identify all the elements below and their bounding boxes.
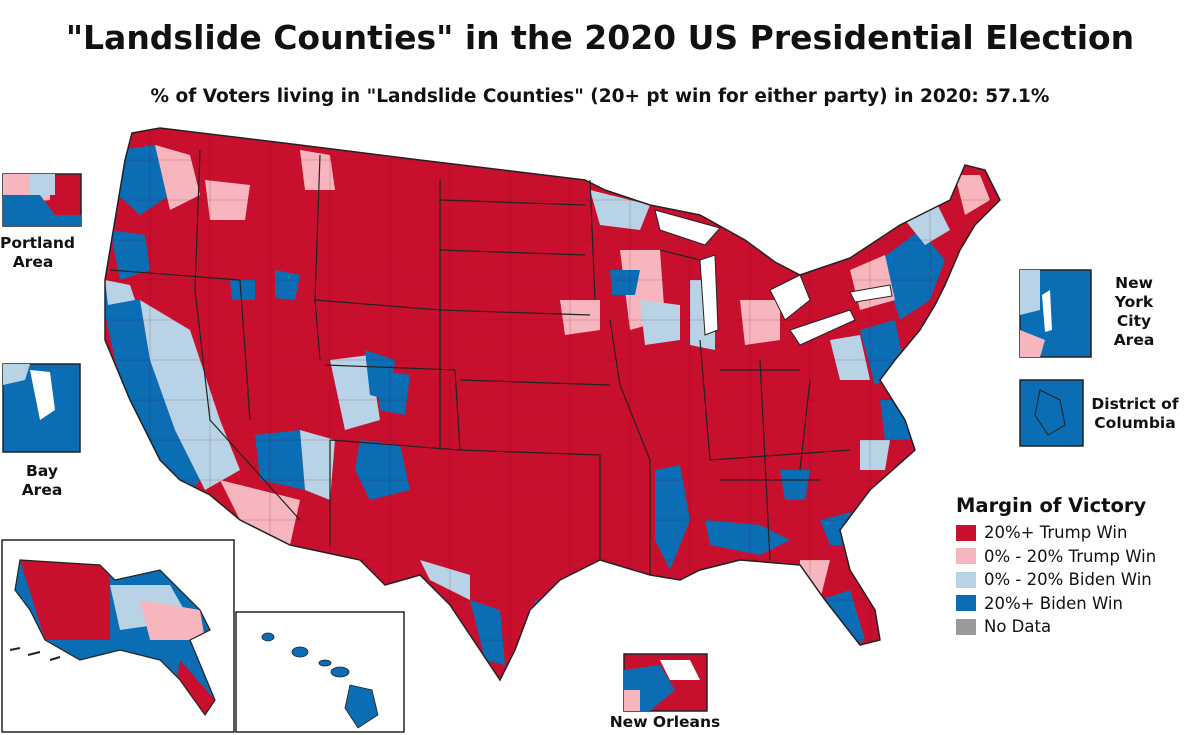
- legend-swatch: [956, 571, 976, 588]
- us-outline: [104, 127, 1001, 682]
- legend-swatch: [956, 595, 976, 612]
- legend-item: No Data: [956, 615, 1156, 639]
- legend-item: 0% - 20% Trump Win: [956, 545, 1156, 569]
- legend-swatch: [956, 618, 976, 635]
- lake-ontario: [849, 284, 893, 303]
- lake-michigan: [699, 254, 719, 336]
- legend-item: 20%+ Trump Win: [956, 521, 1156, 545]
- map-subtitle: % of Voters living in "Landslide Countie…: [150, 86, 1050, 107]
- nyc-label-text: New York City Area: [1113, 274, 1155, 349]
- legend-label: 0% - 20% Trump Win: [984, 546, 1157, 566]
- bay-area-label-text: Bay Area: [21, 462, 63, 499]
- hawaii-inset-frame: [235, 611, 405, 733]
- legend: Margin of Victory 20%+ Trump Win 0% - 20%…: [956, 494, 1156, 639]
- legend-title: Margin of Victory: [956, 494, 1147, 517]
- portland-label: Portland Area: [0, 234, 75, 272]
- dc-label-text: District of Columbia: [1091, 395, 1179, 432]
- legend-item: 20%+ Biden Win: [956, 592, 1156, 616]
- legend-items: 20%+ Trump Win 0% - 20% Trump Win 0% - 20%…: [956, 521, 1156, 639]
- legend-label: 20%+ Trump Win: [984, 523, 1128, 543]
- hawaii-islands: [261, 632, 379, 729]
- bay-area-label: Bay Area: [0, 462, 84, 500]
- map-title: "Landslide Counties" in the 2020 US Pres…: [65, 18, 1135, 57]
- legend-label: 20%+ Biden Win: [984, 593, 1123, 613]
- legend-swatch: [956, 548, 976, 565]
- legend-label: No Data: [984, 617, 1052, 637]
- dc-label: District of Columbia: [1086, 395, 1184, 433]
- dc-inset: [1019, 379, 1084, 447]
- lake-superior: [654, 209, 721, 246]
- portland-label-text: Portland Area: [0, 234, 75, 271]
- new-orleans-label-text: New Orleans: [609, 713, 721, 731]
- legend-item: 0% - 20% Biden Win: [956, 568, 1156, 592]
- nyc-label: New York City Area: [1100, 274, 1168, 350]
- lake-erie: [789, 309, 856, 346]
- legend-label: 0% - 20% Biden Win: [984, 570, 1152, 590]
- legend-swatch: [956, 524, 976, 541]
- state-borders: [109, 149, 851, 575]
- lake-huron: [769, 274, 811, 321]
- new-orleans-label: New Orleans: [600, 713, 730, 732]
